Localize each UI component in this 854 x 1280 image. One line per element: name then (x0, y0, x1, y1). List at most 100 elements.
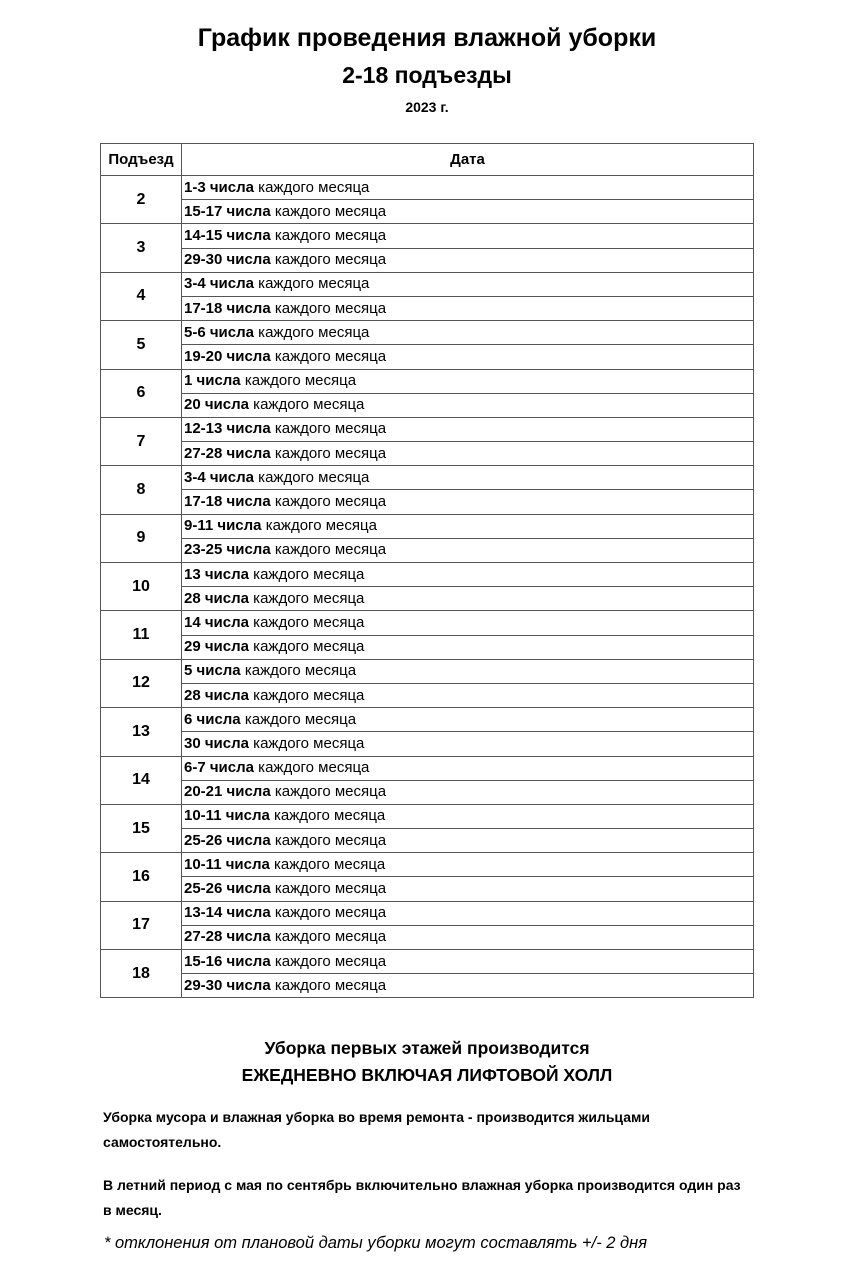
date-range: 1-3 числа (184, 178, 254, 196)
table-row: 9 9-11 числа каждого месяца (100, 513, 754, 564)
date-suffix: каждого месяца (253, 686, 365, 704)
cleaning-date: 15-16 числа каждого месяца (181, 948, 754, 975)
table-row: 27-28 числа каждого месяца (101, 924, 754, 951)
table-row: 15 10-11 числа каждого месяца (100, 803, 754, 854)
date-range: 20-21 числа (184, 783, 271, 801)
date-suffix: каждого месяца (274, 831, 387, 849)
date-suffix: каждого месяца (274, 420, 387, 438)
date-range: 3-4 числа (184, 468, 254, 486)
date-suffix: каждого месяца (258, 178, 370, 196)
table-row: 11 14 числа каждого месяца (100, 610, 754, 660)
date-range: 14 числа (184, 613, 249, 631)
date-range: 6-7 числа (184, 759, 254, 777)
date-range: 5-6 числа (184, 323, 254, 341)
date-suffix: каждого месяца (253, 638, 365, 656)
table-row: 27-28 числа каждого месяца (101, 441, 754, 467)
table-row: 25-26 числа каждого месяца (101, 876, 754, 902)
date-range: 1 числа (184, 372, 241, 390)
entrance-number: 7 (100, 416, 182, 467)
date-suffix: каждого месяца (253, 589, 365, 607)
date-suffix: каждого месяца (253, 396, 365, 414)
date-range: 15-16 числа (184, 952, 271, 970)
cleaning-date: 29 числа каждого месяца (181, 634, 754, 660)
table-row: 23-25 числа каждого месяца (101, 537, 754, 564)
cleaning-date: 17-18 числа каждого месяца (181, 489, 754, 515)
entrance-number: 2 (100, 174, 182, 225)
column-header-entrance: Подъезд (100, 143, 182, 176)
date-range: 15-17 числа (184, 202, 271, 220)
date-suffix: каждого месяца (274, 251, 387, 269)
date-range: 25-26 числа (184, 880, 271, 898)
date-suffix: каждого месяца (274, 952, 387, 970)
date-range: 20 числа (184, 396, 249, 414)
table-row: 20-21 числа каждого месяца (101, 779, 754, 805)
column-header-date: Дата (181, 143, 754, 176)
date-suffix: каждого месяца (258, 759, 370, 777)
document-title: График проведения влажной уборки (197, 24, 657, 52)
table-row: 29-30 числа каждого месяца (101, 973, 754, 999)
cleaning-date: 29-30 числа каждого месяца (181, 973, 754, 999)
entrance-number: 16 (100, 852, 182, 902)
table-row: 17-18 числа каждого месяца (101, 295, 754, 322)
table-row: 4 3-4 числа каждого месяца (100, 271, 754, 322)
date-range: 13 числа (184, 565, 249, 583)
cleaning-date: 19-20 числа каждого месяца (181, 344, 754, 370)
date-range: 17-18 числа (184, 493, 271, 511)
date-suffix: каждого месяца (258, 468, 370, 486)
cleaning-date: 5 числа каждого месяца (181, 658, 754, 684)
table-row: 3 14-15 числа каждого месяца (100, 223, 754, 273)
date-suffix: каждого месяца (253, 565, 365, 583)
cleaning-date: 5-6 числа каждого месяца (181, 320, 754, 346)
cleaning-date: 9-11 числа каждого месяца (181, 513, 754, 539)
entrance-number: 12 (100, 658, 182, 709)
cleaning-date: 27-28 числа каждого месяца (181, 441, 754, 467)
entrance-number: 5 (100, 320, 182, 370)
date-range: 28 числа (184, 686, 249, 704)
cleaning-date: 14-15 числа каждого месяца (181, 223, 754, 249)
cleaning-date: 6 числа каждого месяца (181, 707, 754, 733)
date-range: 28 числа (184, 589, 249, 607)
table-header-row: Подъезд Дата (100, 143, 754, 176)
deviation-note: * отклонения от плановой даты уборки мог… (104, 1234, 648, 1252)
date-suffix: каждого месяца (274, 976, 387, 994)
date-suffix: каждого месяца (274, 904, 387, 922)
cleaning-date: 20-21 числа каждого месяца (181, 779, 754, 805)
date-range: 30 числа (184, 734, 249, 752)
date-suffix: каждого месяца (244, 662, 357, 680)
first-floor-notice-daily: ЕЖЕДНЕВНО ВКЛЮЧАЯ ЛИФТОВОЙ ХОЛЛ (241, 1065, 613, 1085)
date-range: 19-20 числа (184, 347, 271, 365)
date-range: 17-18 числа (184, 299, 271, 317)
entrance-number: 8 (100, 465, 182, 515)
cleaning-date: 12-13 числа каждого месяца (181, 416, 754, 443)
cleaning-date: 25-26 числа каждого месяца (181, 828, 754, 854)
document-year: 2023 г. (405, 99, 449, 115)
cleaning-date: 30 числа каждого месяца (181, 731, 754, 757)
date-range: 13-14 числа (184, 904, 271, 922)
entrance-number: 11 (100, 610, 182, 660)
date-suffix: каждого месяца (274, 855, 386, 873)
cleaning-date: 14 числа каждого месяца (181, 610, 754, 636)
cleaning-date: 17-18 числа каждого месяца (181, 295, 754, 322)
schedule-table: Подъезд Дата 2 1-3 числа каждого месяца 15… (100, 143, 754, 999)
date-suffix: каждого месяца (274, 928, 387, 946)
table-row: 5 5-6 числа каждого месяца (100, 320, 754, 370)
summer-notice: В летний период с мая по сентябрь включи… (103, 1177, 741, 1218)
table-row: 25-26 числа каждого месяца (101, 828, 754, 854)
table-row: 8 3-4 числа каждого месяца (100, 465, 754, 515)
entrance-number: 17 (100, 900, 182, 951)
entrance-number: 15 (100, 803, 182, 854)
date-suffix: каждого месяца (274, 202, 387, 220)
table-row: 30 числа каждого месяца (101, 731, 754, 757)
document-subtitle: 2-18 подъезды (342, 62, 512, 88)
date-range: 3-4 числа (184, 275, 254, 293)
date-range: 10-11 числа (184, 807, 270, 825)
date-suffix: каждого месяца (274, 299, 387, 317)
cleaning-date: 27-28 числа каждого месяца (181, 924, 754, 951)
table-row: 16 10-11 числа каждого месяца (100, 852, 754, 902)
cleaning-date: 28 числа каждого месяца (181, 586, 754, 612)
table-row: 28 числа каждого месяца (101, 586, 754, 612)
table-row: 17 13-14 числа каждого месяца (100, 900, 754, 951)
table-row: 17-18 числа каждого месяца (101, 489, 754, 515)
date-suffix: каждого месяца (258, 275, 370, 293)
